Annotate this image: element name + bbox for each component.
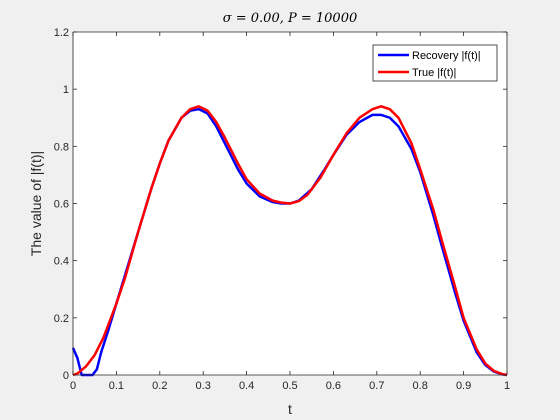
x-tick-label: 0.5: [282, 380, 297, 392]
x-axis-label: t: [288, 401, 292, 417]
y-tick-label: 0.8: [54, 141, 69, 153]
y-tick-label: 0: [63, 370, 69, 382]
y-axis-label: The value of |f(t)|: [28, 151, 44, 256]
legend-box: [372, 44, 498, 82]
x-tick-label: 0.3: [196, 380, 211, 392]
x-tick-label: 0: [70, 380, 76, 392]
legend-label-true: True |f(t)|: [412, 67, 456, 79]
y-tick-label: 0.4: [54, 256, 69, 268]
axes-layer: 0 0.1 0.2 0.3 0.4 0.5 0.6 0.7 0.8 0.9 1 0 0.2 0.4 0.6 0…: [54, 27, 510, 392]
x-tick-label: 0.1: [109, 380, 124, 392]
x-tick-label: 0.4: [239, 380, 254, 392]
y-tick-label: 1: [63, 84, 69, 96]
legend-label-recovery: Recovery |f(t)|: [412, 50, 481, 62]
x-tick-label: 0.2: [152, 380, 167, 392]
x-tick-label: 1: [504, 380, 510, 392]
y-tick-label: 0.6: [54, 199, 69, 211]
series-line-true: [72, 105, 508, 377]
y-tick-label: 0.2: [54, 313, 69, 325]
x-tick-label: 0.7: [369, 380, 384, 392]
chart-title: σ = 0.00, P = 10000: [223, 11, 358, 26]
x-tick-label: 0.6: [326, 380, 341, 392]
legend: Recovery |f(t)| True |f(t)|: [372, 44, 498, 82]
x-tick-label: 0.9: [456, 380, 471, 392]
x-tick-label: 0.8: [413, 380, 428, 392]
series-layer: [71, 105, 508, 377]
y-tick-label: 1.2: [54, 27, 69, 39]
